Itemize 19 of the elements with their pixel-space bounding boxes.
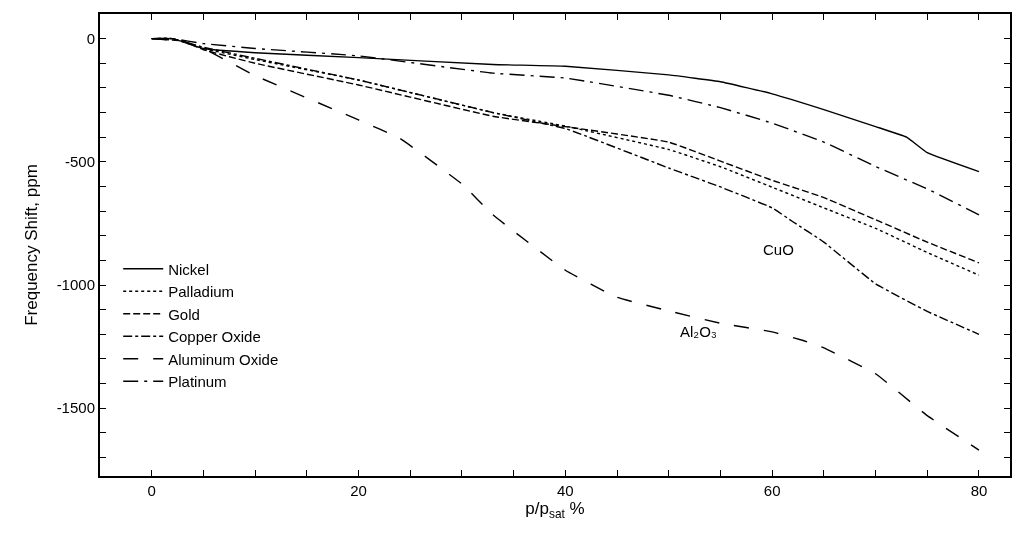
annotation: Al₂O₃	[680, 323, 717, 340]
annotation: CuO	[763, 241, 794, 258]
y-axis-title: Frequency Shift, ppm	[21, 164, 41, 326]
x-tick-label: 40	[557, 482, 574, 499]
x-tick-label: 80	[970, 482, 988, 499]
legend-label: Nickel	[168, 260, 210, 278]
y-tick-label: -1500	[56, 399, 95, 417]
y-tick-label: 0	[86, 29, 95, 47]
legend-label: Platinum	[168, 373, 227, 391]
y-tick-label: -500	[64, 153, 95, 171]
x-tick-label: 20	[350, 482, 367, 499]
x-tick-label: 60	[763, 482, 781, 499]
legend-label: Copper Oxide	[168, 328, 261, 346]
x-axis-title: p/p$_{sat}$ %	[525, 499, 585, 521]
legend-label: Aluminum Oxide	[168, 350, 279, 368]
legend-label: Palladium	[168, 283, 235, 301]
x-tick-label: 0	[147, 482, 156, 499]
legend-label: Gold	[168, 305, 200, 323]
y-tick-label: -1000	[56, 276, 95, 294]
